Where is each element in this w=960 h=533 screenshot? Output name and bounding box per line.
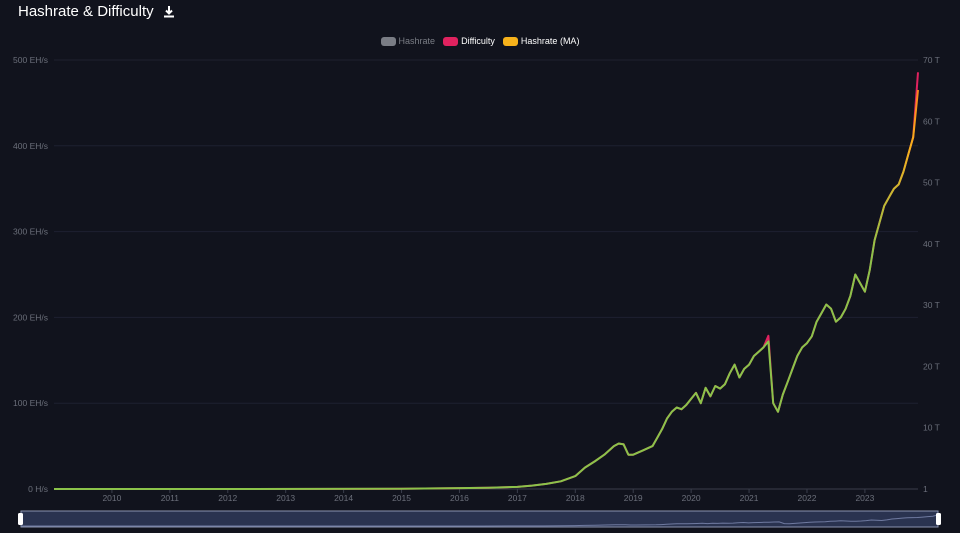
- y-right-tick-label: 70 T: [923, 55, 940, 65]
- series-lines: [54, 72, 919, 490]
- navigator-series: [21, 514, 939, 527]
- y-axis-right: 1 10 T 20 T 30 T 40 T 50 T 60 T 70 T: [923, 55, 940, 494]
- y-left-tick-label: 500 EH/s: [13, 55, 48, 65]
- x-tick-label: 2017: [508, 493, 527, 503]
- y-right-tick-label: 30 T: [923, 300, 940, 310]
- legend-swatch: [443, 36, 459, 46]
- legend-swatch: [380, 36, 396, 46]
- y-left-tick-label: 200 EH/s: [13, 312, 48, 322]
- range-navigator: [18, 510, 941, 528]
- x-tick-label: 2022: [798, 493, 817, 503]
- x-axis: 2010 2011 2012 2013 2014 2015 2016 2017 2018 2019…: [54, 488, 918, 503]
- y-right-tick-label: 10 T: [923, 423, 940, 433]
- navigator-right-handle[interactable]: [936, 513, 941, 525]
- y-axis-left: 0 H/s 100 EH/s 200 EH/s 300 EH/s 400 EH/s 500…: [13, 55, 48, 494]
- y-right-tick-label: 1: [923, 484, 928, 494]
- legend-label: Difficulty: [461, 36, 495, 46]
- legend-label: Hashrate: [398, 36, 436, 46]
- y-left-tick-label: 300 EH/s: [13, 227, 48, 237]
- x-tick-label: 2021: [740, 493, 759, 503]
- y-left-tick-label: 400 EH/s: [13, 141, 48, 151]
- x-tick-label: 2012: [218, 493, 237, 503]
- legend-item-hashrate-ma[interactable]: Hashrate (MA): [502, 36, 580, 46]
- chart-grid: [54, 59, 918, 490]
- y-right-tick-label: 20 T: [923, 361, 940, 371]
- y-left-tick-label: 100 EH/s: [13, 398, 48, 408]
- navigator-left-handle[interactable]: [18, 513, 23, 525]
- x-tick-label: 2015: [392, 493, 411, 503]
- y-right-tick-label: 50 T: [923, 178, 940, 188]
- y-right-tick-label: 60 T: [923, 116, 940, 126]
- x-tick-label: 2016: [450, 493, 469, 503]
- x-tick-label: 2018: [566, 493, 585, 503]
- x-tick-label: 2010: [102, 493, 121, 503]
- x-tick-label: 2011: [161, 493, 180, 503]
- series-difficulty-line: [54, 72, 919, 490]
- chart-header: Hashrate & Difficulty: [18, 3, 176, 20]
- x-tick-label: 2023: [855, 493, 874, 503]
- download-icon[interactable]: [162, 5, 176, 19]
- series-hashrate-ma-line: [54, 89, 919, 490]
- legend-item-hashrate[interactable]: Hashrate: [380, 36, 436, 46]
- navigator-window[interactable]: [20, 510, 939, 528]
- chart-legend: Hashrate Difficulty Hashrate (MA): [0, 36, 960, 46]
- legend-item-difficulty[interactable]: Difficulty: [443, 36, 495, 46]
- x-tick-label: 2019: [624, 493, 643, 503]
- x-tick-label: 2020: [682, 493, 701, 503]
- y-left-tick-label: 0 H/s: [28, 484, 48, 494]
- x-tick-label: 2013: [276, 493, 295, 503]
- page-title: Hashrate & Difficulty: [18, 3, 154, 20]
- y-right-tick-label: 40 T: [923, 239, 940, 249]
- x-tick-label: 2014: [334, 493, 353, 503]
- legend-swatch: [502, 36, 518, 46]
- legend-label: Hashrate (MA): [520, 36, 580, 46]
